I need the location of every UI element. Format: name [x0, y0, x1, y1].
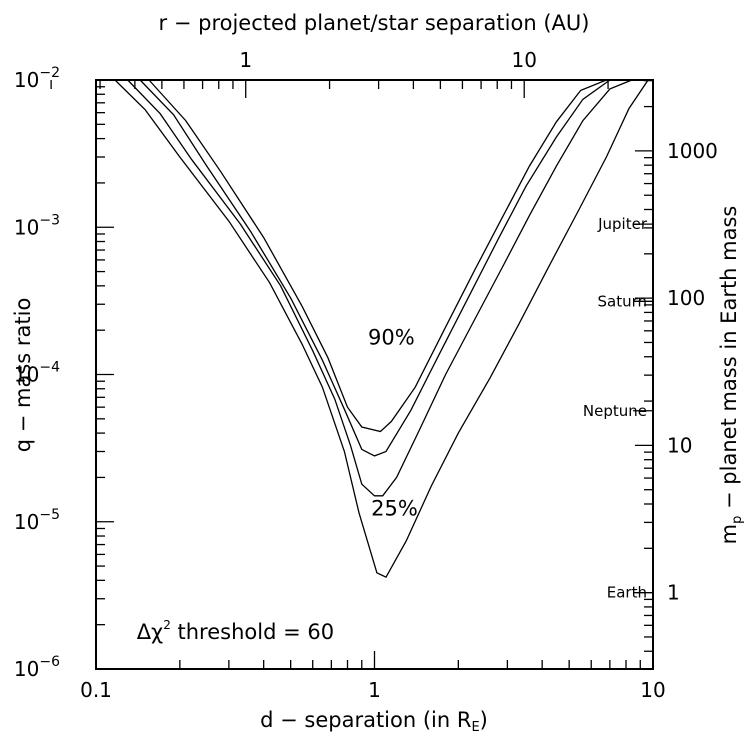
right-tick-label: 10: [667, 433, 692, 457]
right-tick-label: 1000: [667, 139, 718, 163]
y-axis-title: q − mass ratio: [11, 298, 35, 453]
y-tick-base: 10: [14, 510, 39, 534]
x-tick-label: 0.1: [80, 678, 112, 702]
threshold-exp: 2: [163, 618, 171, 632]
y-tick-label: 10−3: [14, 212, 60, 239]
x-axis-title-main: d − separation (in R: [260, 708, 471, 732]
x-axis-title-end: ): [480, 708, 488, 732]
right-axis-title-main: m: [717, 524, 741, 544]
right-axis-title: mp − planet mass in Earth mass: [717, 206, 745, 545]
y-tick-exp: −6: [39, 654, 60, 670]
y-tick-exp: −4: [39, 360, 60, 376]
y-tick-exp: −2: [39, 65, 60, 81]
x-axis-title: d − separation (in RE): [260, 708, 488, 735]
contour-line-3: [139, 79, 623, 457]
x-tick-label: 10: [640, 678, 665, 702]
contour-curves: [114, 79, 649, 579]
right-tick-label: 1: [667, 581, 680, 605]
y-tick-base: 10: [14, 363, 39, 387]
threshold-prefix: Δχ: [137, 620, 164, 644]
y-tick-exp: −3: [39, 212, 60, 228]
percent-annotation: 25%: [371, 497, 418, 521]
y-tick-base: 10: [14, 657, 39, 681]
y-tick-label: 10−6: [14, 654, 60, 681]
right-tick-label: 100: [667, 286, 705, 310]
percent-annotation: 90%: [368, 325, 415, 349]
x-axis-title-sub: E: [471, 720, 479, 735]
y-tick-base: 10: [14, 215, 39, 239]
planet-label: Neptune: [583, 402, 647, 420]
threshold-rest: threshold = 60: [171, 620, 334, 644]
y-tick-label: 10−5: [14, 507, 60, 534]
y-tick-base: 10: [14, 68, 39, 92]
planet-label: Earth: [607, 584, 647, 602]
right-axis-title-sub: p: [730, 516, 745, 524]
axis-ticks: [50, 79, 654, 670]
top-tick-label: 1: [239, 48, 252, 72]
top-tick-label: 10: [511, 48, 536, 72]
y-tick-label: 10−2: [14, 65, 60, 92]
contour-line-4: [148, 79, 607, 433]
y-tick-label: 10−4: [14, 360, 60, 387]
planet-label: Saturn: [597, 292, 647, 310]
top-axis-title: r − projected planet/star separation (AU…: [159, 11, 590, 35]
y-tick-exp: −5: [39, 507, 60, 523]
planet-label: Jupiter: [597, 215, 648, 233]
contour-line-2: [127, 79, 633, 497]
threshold-annotation: Δχ2 threshold = 60: [137, 618, 334, 644]
plot-frame: [95, 79, 654, 670]
contour-line-1: [114, 79, 649, 579]
right-axis-title-rest: − planet mass in Earth mass: [717, 206, 741, 516]
x-tick-label: 1: [368, 678, 381, 702]
